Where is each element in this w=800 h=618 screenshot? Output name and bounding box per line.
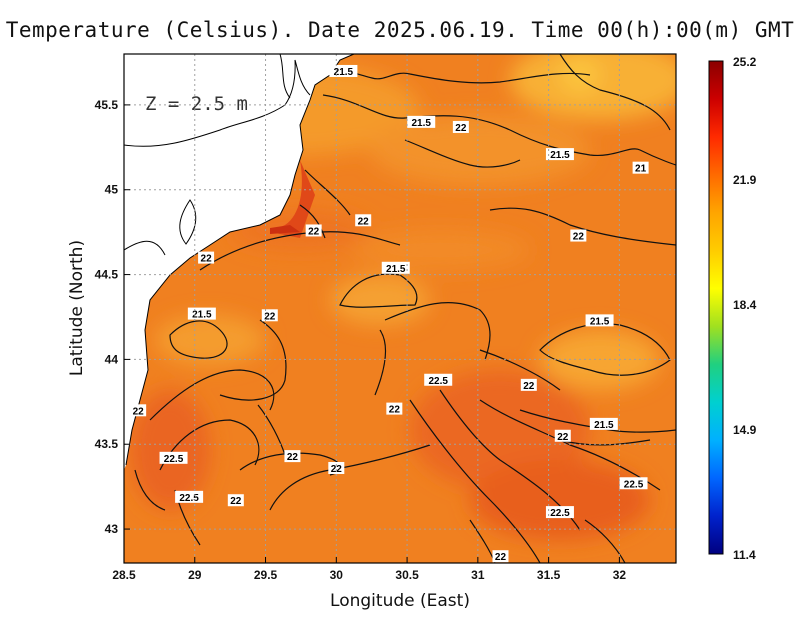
contour-label-7: 22 bbox=[573, 232, 585, 243]
contour-label-bg-18 bbox=[554, 429, 571, 442]
contour-label-24: 22 bbox=[230, 496, 242, 507]
x-tick-label-7: 32 bbox=[613, 568, 627, 582]
contour-label-bg-17 bbox=[589, 417, 618, 430]
contour-label-13: 22.5 bbox=[428, 376, 448, 387]
y-tick-label-1: 43.5 bbox=[95, 437, 119, 451]
colorbar-label-0: 25.2 bbox=[733, 55, 757, 69]
contour-label-23: 22.5 bbox=[179, 493, 199, 504]
contour-label-0: 21.5 bbox=[334, 67, 354, 78]
contour-label-25: 22.5 bbox=[550, 508, 570, 519]
contour-label-bg-0 bbox=[329, 64, 358, 77]
x-tick-label-5: 31 bbox=[471, 568, 485, 582]
contour-lines bbox=[134, 54, 676, 563]
contour-label-bg-23 bbox=[175, 490, 204, 503]
contour-label-bg-8 bbox=[198, 251, 215, 264]
contour-label-bg-4 bbox=[632, 161, 649, 174]
coastline bbox=[124, 54, 355, 466]
contour-label-4: 21 bbox=[635, 164, 647, 175]
colorbar-label-3: 14.9 bbox=[733, 423, 757, 437]
contour-label-bg-9 bbox=[381, 261, 410, 274]
x-tick-label-4: 30.5 bbox=[395, 568, 419, 582]
land-mass bbox=[124, 54, 354, 470]
contour-label-17: 21.5 bbox=[594, 420, 614, 431]
y-tick-label-3: 44.5 bbox=[95, 268, 119, 282]
colorbar-label-4: 11.4 bbox=[733, 548, 756, 562]
contour-label-bg-20 bbox=[284, 450, 301, 463]
contour-label-3: 21.5 bbox=[550, 150, 570, 161]
colorbar-label-1: 21.9 bbox=[733, 173, 757, 187]
contour-label-bg-25 bbox=[545, 506, 574, 519]
contour-label-bg-16 bbox=[386, 402, 403, 415]
contour-label-18: 22 bbox=[557, 432, 569, 443]
map-title: Temperature (Celsius). Date 2025.06.19. … bbox=[5, 18, 795, 42]
contour-label-bg-19 bbox=[159, 451, 188, 464]
contour-label-bg-26 bbox=[492, 550, 509, 563]
contour-label-bg-24 bbox=[227, 494, 244, 507]
y-tick-label-4: 45 bbox=[105, 183, 119, 197]
x-tick-label-1: 29 bbox=[188, 568, 202, 582]
y-axis-title: Latitude (North) bbox=[67, 240, 87, 376]
x-tick-label-6: 31.5 bbox=[537, 568, 561, 582]
plot-frame bbox=[123, 53, 677, 564]
contour-label-bg-22 bbox=[619, 477, 648, 490]
contour-label-bg-15 bbox=[130, 404, 147, 417]
colorbar: 25.2 21.9 18.4 14.9 11.4 bbox=[708, 55, 757, 562]
colorbar-labels: 25.2 21.9 18.4 14.9 11.4 bbox=[733, 55, 757, 562]
x-tick-label-3: 30 bbox=[330, 568, 344, 582]
gridlines bbox=[123, 54, 676, 563]
contour-label-2: 22 bbox=[455, 123, 467, 134]
contour-label-1: 21.5 bbox=[411, 118, 431, 129]
x-tick-label-2: 29.5 bbox=[254, 568, 278, 582]
y-tick-label-0: 43 bbox=[105, 522, 119, 536]
contour-label-bg-2 bbox=[452, 120, 469, 133]
x-axis-title: Longitude (East) bbox=[330, 591, 470, 611]
contour-label-22: 22.5 bbox=[624, 479, 644, 490]
contour-label-20: 22 bbox=[287, 452, 299, 463]
x-tick-label-0: 28.5 bbox=[112, 568, 136, 582]
temperature-field: 21.5 21.5 22 21.5 21 22 22 22 22 21.5 21.5 22 21.5 22… bbox=[124, 54, 676, 563]
contour-label-bg-7 bbox=[570, 229, 587, 242]
contour-label-14: 22 bbox=[523, 381, 535, 392]
contour-label-12: 21.5 bbox=[590, 316, 610, 327]
contour-label-19: 22.5 bbox=[164, 454, 184, 465]
contour-label-bg-11 bbox=[261, 309, 278, 322]
depth-label: Z = 2.5 m bbox=[145, 93, 248, 115]
axis-ticks: 28.5 29 29.5 30 30.5 31 31.5 32 43 43.5 44 44.5 45 45… bbox=[95, 98, 627, 582]
contour-label-5: 22 bbox=[358, 216, 370, 227]
contour-label-16: 22 bbox=[389, 405, 401, 416]
contour-label-bg-6 bbox=[305, 224, 322, 237]
colorbar-ramp bbox=[708, 60, 724, 555]
contour-label-11: 22 bbox=[264, 311, 276, 322]
contour-label-6: 22 bbox=[308, 226, 320, 237]
contour-label-bg-14 bbox=[520, 378, 537, 391]
contour-label-bg-3 bbox=[545, 148, 574, 161]
contour-label-bg-5 bbox=[355, 214, 372, 227]
contour-label-bg-13 bbox=[424, 373, 453, 386]
contour-label-bg-1 bbox=[407, 115, 436, 128]
colorbar-label-2: 18.4 bbox=[733, 298, 757, 312]
contour-label-10: 21.5 bbox=[192, 310, 212, 321]
contour-label-9: 21.5 bbox=[386, 264, 406, 275]
y-tick-label-2: 44 bbox=[105, 352, 119, 366]
contour-label-15: 22 bbox=[133, 406, 145, 417]
y-tick-label-5: 45.5 bbox=[95, 98, 119, 112]
contour-label-bg-21 bbox=[328, 461, 345, 474]
contour-label-bg-12 bbox=[585, 314, 614, 327]
contour-label-8: 22 bbox=[201, 254, 213, 265]
contour-label-26: 22 bbox=[495, 552, 507, 563]
